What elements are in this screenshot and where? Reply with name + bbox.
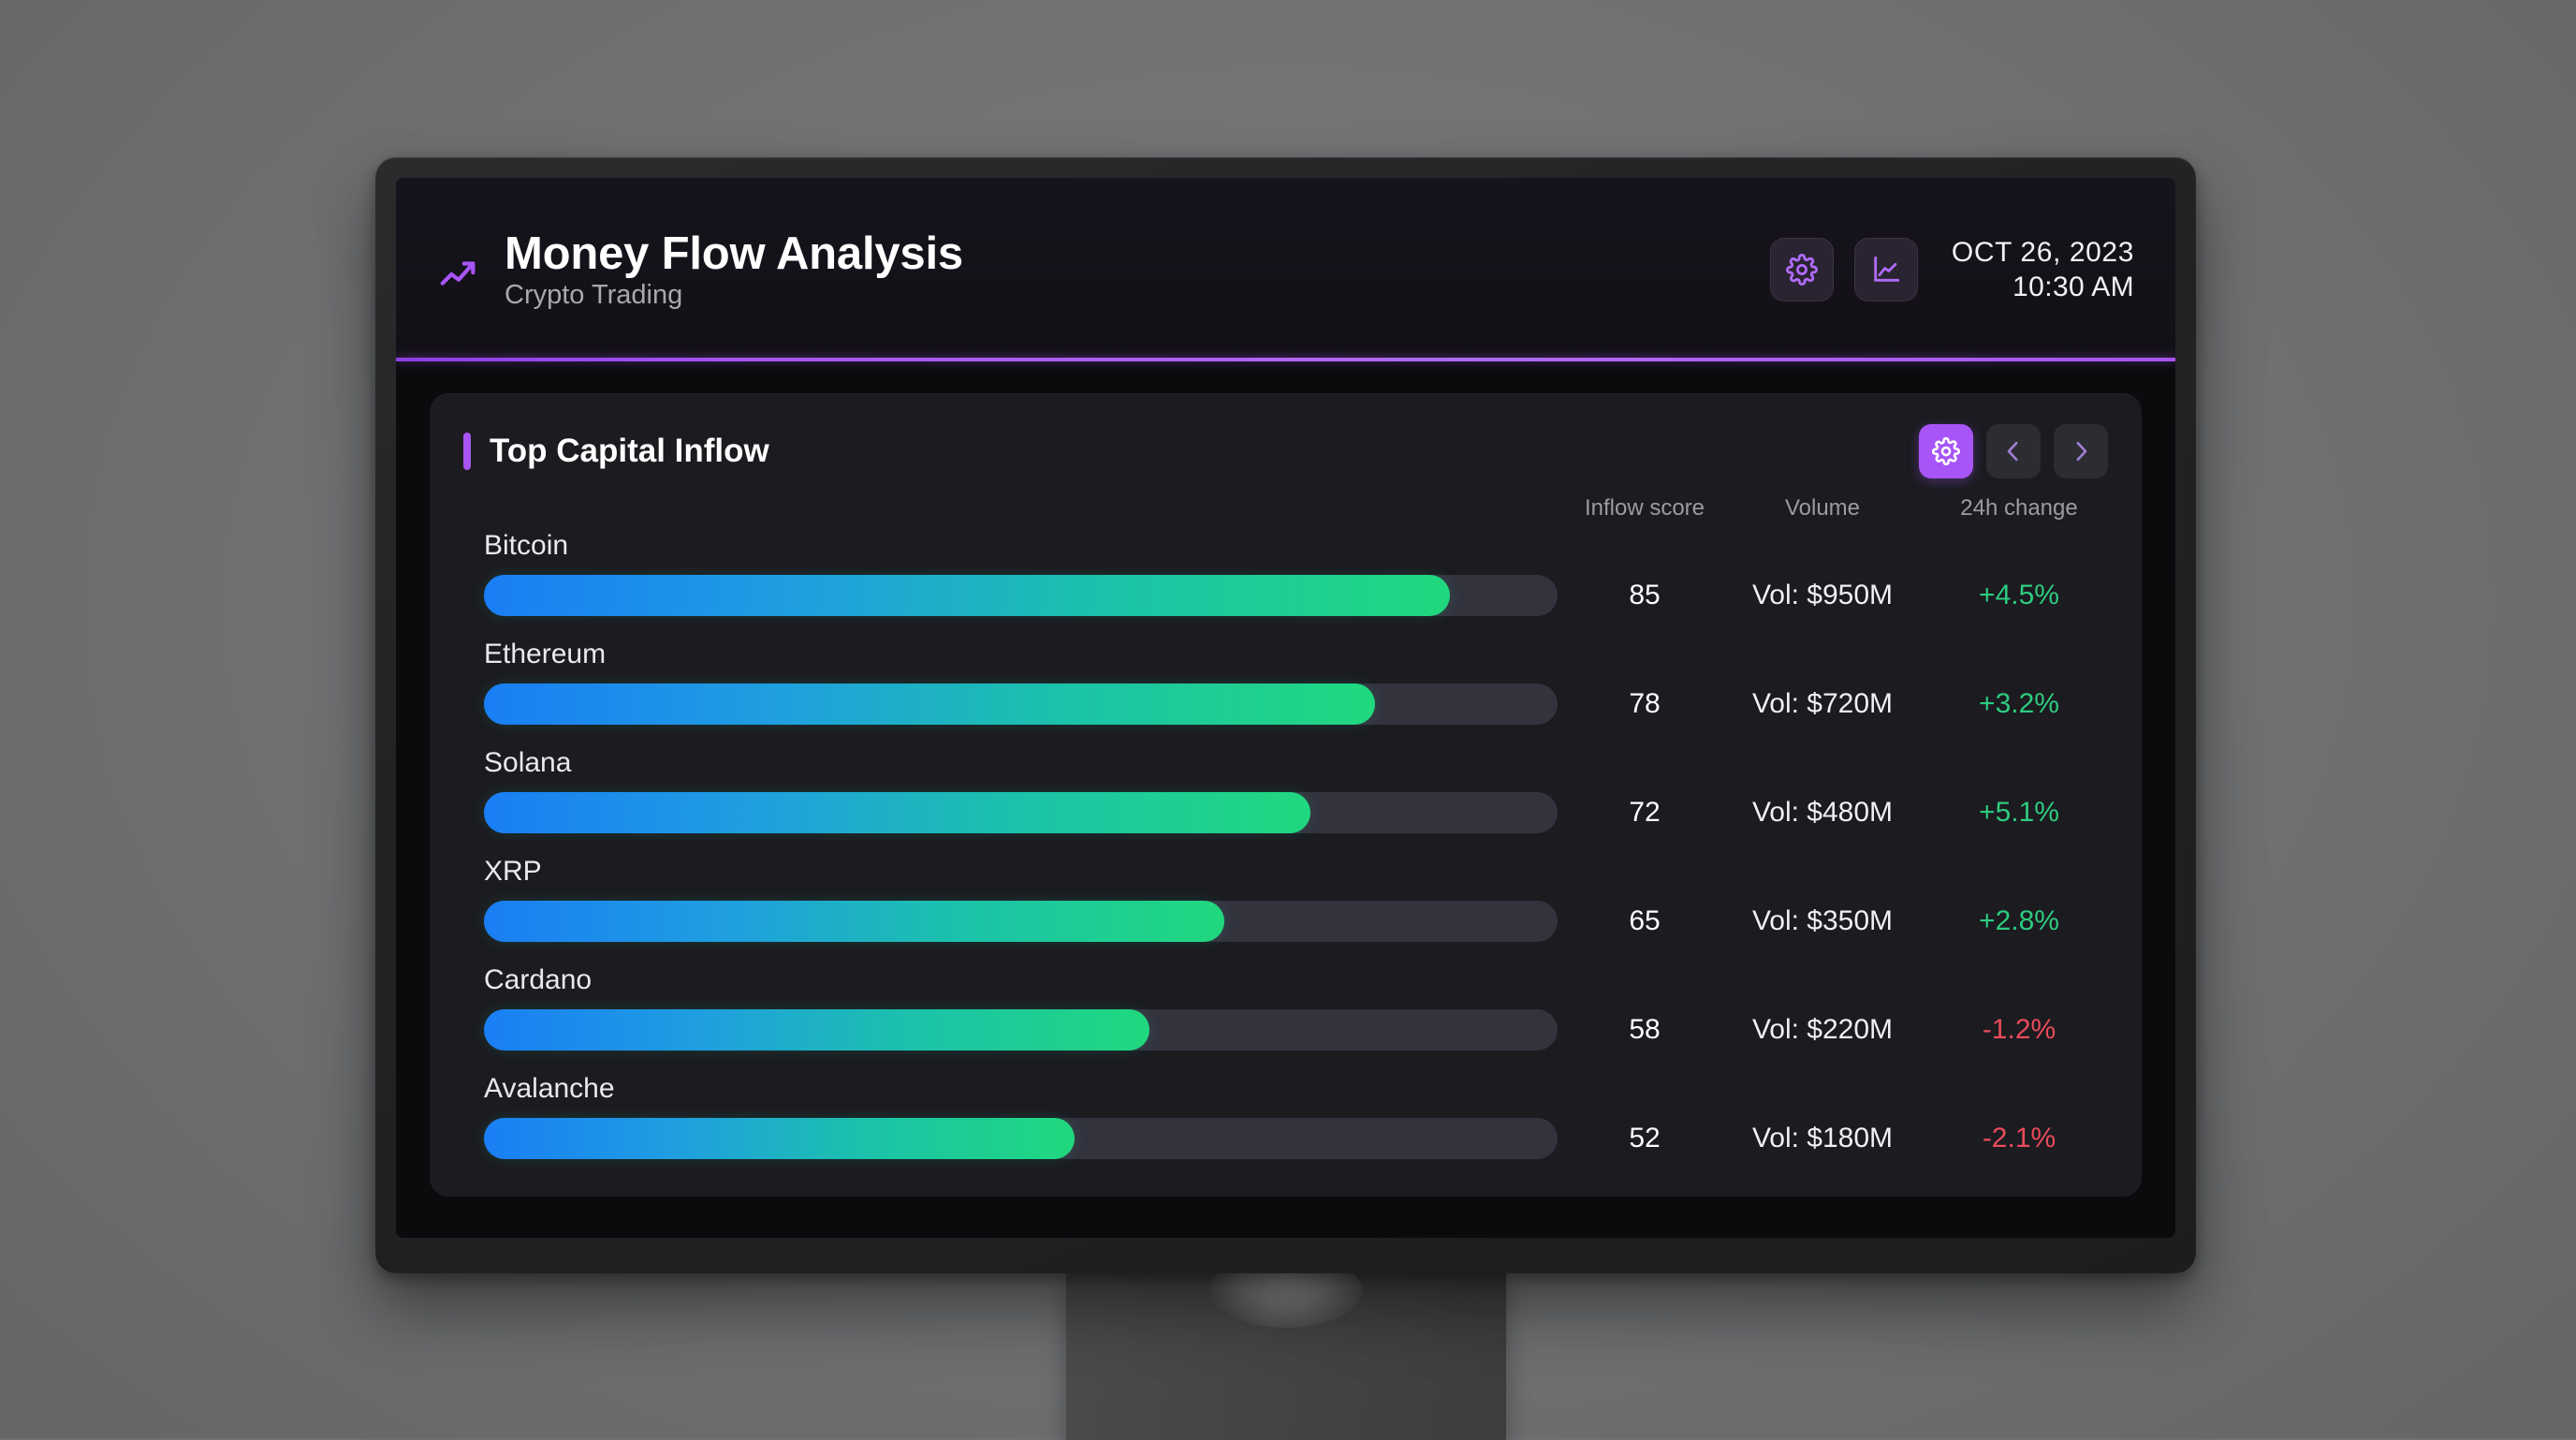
header-settings-button[interactable] — [1769, 238, 1834, 301]
bar-track — [484, 1009, 1558, 1051]
row-spacer — [463, 616, 2108, 639]
inflow-score-value: 78 — [1629, 688, 1661, 719]
asset-name: Cardano — [484, 964, 593, 995]
volume-value: Vol: $220M — [1751, 1014, 1894, 1045]
volume-value: Vol: $350M — [1751, 905, 1894, 936]
inflow-score-value: 85 — [1629, 580, 1661, 610]
card-actions — [1919, 424, 2108, 478]
app-header: Money Flow Analysis Crypto Trading — [396, 178, 2175, 361]
column-header-score: Inflow score — [1584, 495, 1705, 521]
header-chart-button[interactable] — [1853, 238, 1918, 301]
page-subtitle: Crypto Trading — [505, 279, 683, 310]
inflow-bar — [484, 575, 1574, 616]
monitor-bezel: Money Flow Analysis Crypto Trading — [396, 178, 2175, 1238]
bar-fill — [484, 575, 1451, 616]
previous-button[interactable] — [1986, 424, 2041, 478]
card-accent-bar — [463, 433, 471, 470]
table-row[interactable]: Bitcoin 85 Vol: $950M +4.5% — [463, 530, 2108, 616]
table-row[interactable]: Solana 72 Vol: $480M +5.1% — [463, 747, 2108, 833]
change-value: +2.8% — [1979, 905, 2059, 936]
inflow-bar — [484, 1118, 1574, 1159]
trending-up-icon — [437, 243, 480, 296]
inflow-rows: Bitcoin 85 Vol: $950M +4.5% Ethereum 78 Vol: $… — [463, 530, 2108, 1159]
bar-fill — [484, 683, 1375, 725]
change-value: +4.5% — [1979, 580, 2059, 610]
change-value: -2.1% — [1982, 1123, 2056, 1153]
volume-value: Vol: $720M — [1751, 688, 1894, 719]
table-row[interactable]: XRP 65 Vol: $350M +2.8% — [463, 856, 2108, 942]
screen: Money Flow Analysis Crypto Trading — [396, 178, 2175, 1238]
card-title: Top Capital Inflow — [490, 433, 769, 469]
page-title: Money Flow Analysis — [505, 228, 963, 279]
time-text: 10:30 AM — [2012, 271, 2134, 302]
next-button[interactable] — [2054, 424, 2108, 478]
card-header: Top Capital Inflow — [463, 423, 2108, 479]
change-value: +5.1% — [1979, 797, 2059, 828]
bar-track — [484, 901, 1558, 942]
row-spacer — [463, 1051, 2108, 1073]
bar-track — [484, 575, 1558, 616]
change-value: +3.2% — [1979, 688, 2059, 719]
change-value: -1.2% — [1982, 1014, 2056, 1045]
bar-fill — [484, 1118, 1075, 1159]
title-block: Money Flow Analysis Crypto Trading — [505, 228, 963, 311]
bar-fill — [484, 1009, 1150, 1051]
monitor: Money Flow Analysis Crypto Trading — [375, 157, 2196, 1273]
asset-name: Bitcoin — [484, 530, 569, 561]
header-left: Money Flow Analysis Crypto Trading — [437, 228, 963, 311]
volume-value: Vol: $180M — [1751, 1123, 1894, 1153]
card-settings-button[interactable] — [1919, 424, 1973, 478]
inflow-score-value: 52 — [1629, 1123, 1661, 1153]
asset-name: Ethereum — [484, 639, 607, 669]
asset-name: Avalanche — [484, 1073, 615, 1104]
chevron-right-icon — [2067, 437, 2095, 465]
column-headers: Inflow score Volume 24h change — [463, 489, 2108, 528]
inflow-score-value: 65 — [1629, 905, 1661, 936]
card-title-wrap: Top Capital Inflow — [463, 433, 769, 470]
inflow-bar — [484, 792, 1574, 833]
date-text: OCT 26, 2023 — [1951, 236, 2134, 268]
top-capital-inflow-card: Top Capital Inflow — [430, 393, 2142, 1197]
asset-name: XRP — [484, 856, 542, 887]
inflow-score-value: 58 — [1629, 1014, 1661, 1045]
inflow-bar — [484, 901, 1574, 942]
column-header-volume: Volume — [1784, 495, 1861, 521]
table-row[interactable]: Cardano 58 Vol: $220M -1.2% — [463, 964, 2108, 1051]
row-spacer — [463, 942, 2108, 964]
table-row[interactable]: Ethereum 78 Vol: $720M +3.2% — [463, 639, 2108, 725]
header-right: OCT 26, 2023 10:30 AM — [1769, 236, 2134, 304]
bar-fill — [484, 901, 1225, 942]
header-divider — [396, 358, 2175, 361]
gear-icon — [1932, 437, 1960, 465]
row-spacer — [463, 725, 2108, 747]
volume-value: Vol: $950M — [1751, 580, 1894, 610]
gear-icon — [1785, 254, 1818, 286]
inflow-score-value: 72 — [1629, 797, 1661, 828]
volume-value: Vol: $480M — [1751, 797, 1894, 828]
table-row[interactable]: Avalanche 52 Vol: $180M -2.1% — [463, 1073, 2108, 1159]
inflow-bar — [484, 1009, 1574, 1051]
inflow-bar — [484, 683, 1574, 725]
bar-fill — [484, 792, 1311, 833]
line-chart-icon — [1870, 254, 1902, 286]
bar-track — [484, 792, 1558, 833]
asset-name: Solana — [484, 747, 572, 778]
datetime-display: OCT 26, 2023 10:30 AM — [1952, 236, 2134, 304]
column-header-change: 24h change — [1960, 495, 2078, 521]
bar-track — [484, 1118, 1558, 1159]
row-spacer — [463, 833, 2108, 856]
bar-track — [484, 683, 1558, 725]
chevron-left-icon — [1999, 437, 2027, 465]
